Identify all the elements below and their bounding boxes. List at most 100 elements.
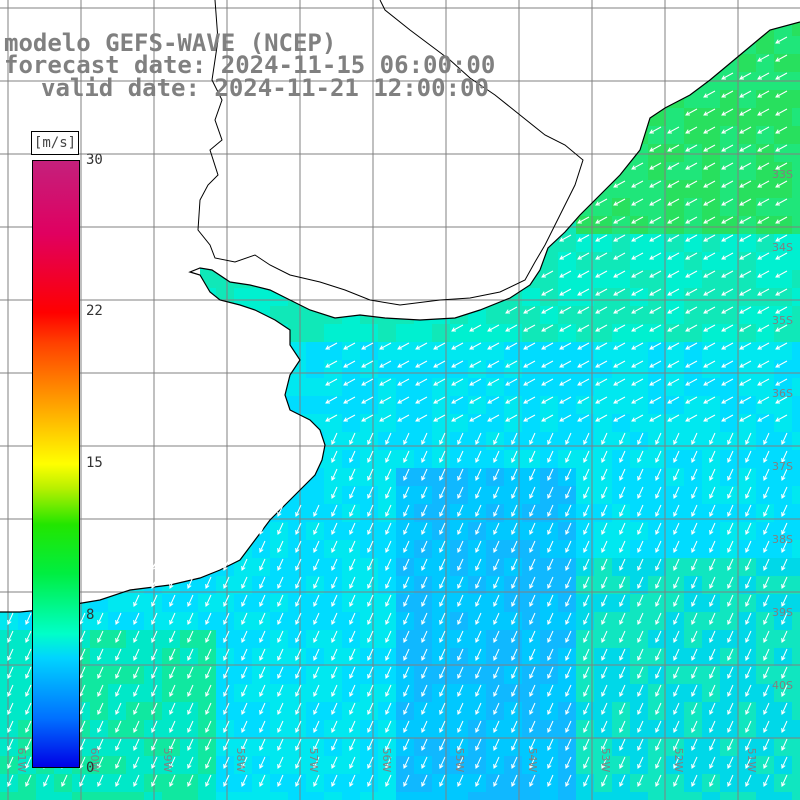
wind-arrow	[115, 612, 122, 625]
wind-arrow	[25, 756, 32, 769]
wind-arrow	[541, 288, 554, 296]
wind-arrow	[541, 360, 554, 368]
latitude-label: 33S	[772, 168, 793, 181]
wind-arrow	[403, 720, 410, 733]
wind-arrow	[241, 504, 248, 517]
wind-arrow	[511, 540, 518, 553]
wind-arrow	[583, 594, 590, 607]
wind-arrow	[343, 378, 356, 386]
wind-arrow	[331, 720, 338, 733]
wind-arrow	[637, 666, 644, 679]
wind-arrow	[667, 180, 680, 188]
longitude-label: 57W	[307, 748, 320, 773]
wind-arrow	[775, 414, 788, 422]
wind-arrow	[493, 594, 500, 607]
wind-arrow	[313, 558, 320, 571]
wind-arrow	[25, 720, 32, 733]
wind-arrow	[511, 630, 518, 643]
wind-arrow	[439, 468, 446, 481]
wind-arrow	[349, 450, 356, 463]
wind-arrow	[763, 684, 770, 697]
wind-arrow	[613, 378, 626, 386]
wind-arrow	[367, 468, 374, 481]
wind-arrow	[727, 486, 734, 499]
colorbar-units: [m/s]	[31, 131, 79, 155]
longitude-label: 54W	[526, 748, 539, 773]
wind-arrow	[205, 630, 212, 643]
wind-arrow	[655, 630, 662, 643]
wind-arrow	[673, 702, 680, 715]
wind-arrow	[691, 576, 698, 589]
wind-arrow	[7, 684, 14, 697]
wind-arrow	[475, 594, 482, 607]
wind-arrow	[97, 612, 104, 625]
wind-arrow	[457, 702, 464, 715]
wind-arrow	[547, 630, 554, 643]
wind-arrow	[685, 324, 698, 332]
wind-arrow	[25, 738, 32, 751]
wind-arrow	[601, 540, 608, 553]
wind-arrow	[367, 486, 374, 499]
wind-arrow	[367, 522, 374, 535]
wind-arrow	[505, 324, 518, 332]
wind-arrow	[655, 738, 662, 751]
wind-arrow	[781, 756, 788, 769]
wind-arrow	[403, 756, 410, 769]
wind-arrow	[331, 504, 338, 517]
wind-arrow	[547, 684, 554, 697]
wind-arrow	[457, 468, 464, 481]
wind-arrow	[475, 540, 482, 553]
wind-arrow	[277, 630, 284, 643]
wind-arrow	[241, 684, 248, 697]
wind-arrow	[133, 738, 140, 751]
wind-arrow	[721, 396, 734, 404]
wind-arrow	[223, 576, 230, 589]
wind-arrow	[649, 360, 662, 368]
wind-arrow	[727, 540, 734, 553]
wind-arrow	[433, 360, 446, 368]
wind-arrow	[649, 126, 662, 134]
wind-arrow	[691, 594, 698, 607]
latitude-label: 40S	[772, 679, 793, 692]
wind-arrow	[703, 108, 716, 116]
wind-arrow	[115, 648, 122, 661]
colorbar-tick-22: 22	[86, 303, 103, 319]
wind-arrow	[439, 594, 446, 607]
title-forecast-date: forecast date: 2024-11-15 06:00:00	[4, 51, 496, 79]
wind-arrow	[739, 72, 752, 80]
wind-arrow	[115, 684, 122, 697]
wind-arrow	[529, 594, 536, 607]
wind-arrow	[673, 720, 680, 733]
wind-arrow	[385, 684, 392, 697]
wind-arrow	[541, 342, 554, 350]
wind-arrow	[583, 702, 590, 715]
wind-arrow	[415, 378, 428, 386]
wind-arrow	[631, 342, 644, 350]
wind-arrow	[613, 414, 626, 422]
wind-arrow	[313, 666, 320, 679]
wind-arrow	[775, 198, 788, 206]
wind-arrow	[259, 576, 266, 589]
wind-arrow	[595, 360, 608, 368]
wind-arrow	[403, 630, 410, 643]
wind-arrow	[757, 324, 770, 332]
wind-arrow	[655, 504, 662, 517]
wind-arrow	[547, 504, 554, 517]
wind-arrow	[241, 540, 248, 553]
wind-arrow	[133, 774, 140, 787]
wind-arrow	[763, 558, 770, 571]
wind-arrow	[727, 594, 734, 607]
wind-arrow	[601, 738, 608, 751]
wind-arrow	[595, 288, 608, 296]
wind-arrow	[169, 774, 176, 787]
wind-arrow	[331, 540, 338, 553]
wind-arrow	[721, 198, 734, 206]
wind-arrow	[673, 666, 680, 679]
wind-arrow	[343, 360, 356, 368]
wind-arrow	[349, 666, 356, 679]
wind-arrow	[691, 720, 698, 733]
wind-arrow	[667, 270, 680, 278]
wind-arrow	[241, 774, 248, 787]
wind-arrow	[439, 630, 446, 643]
wind-arrow	[313, 756, 320, 769]
